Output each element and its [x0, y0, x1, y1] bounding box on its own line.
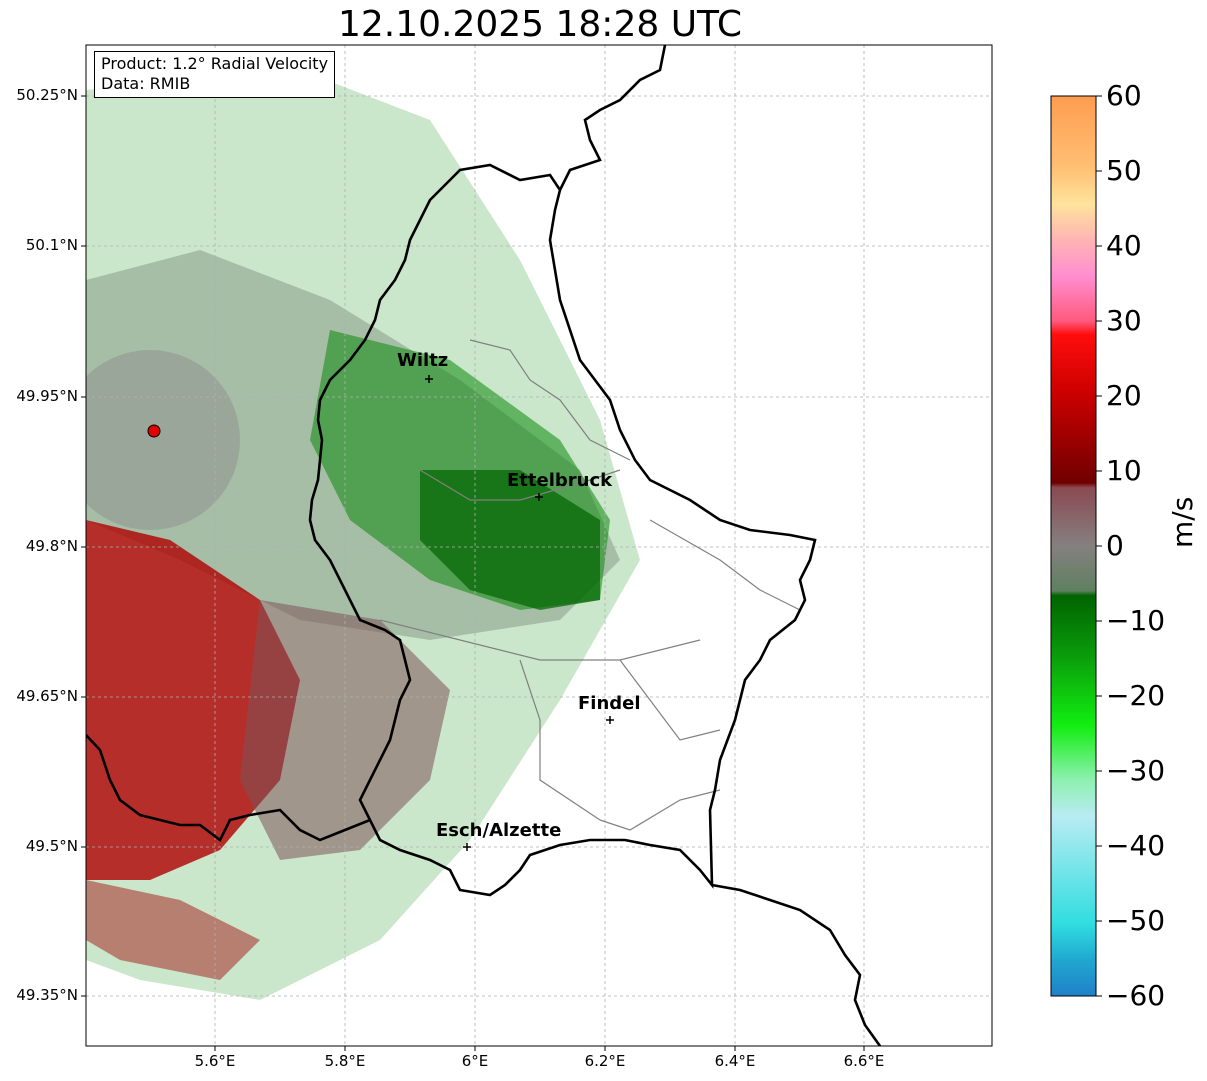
lon-tick-label: 6.2°E: [584, 1052, 626, 1070]
product-info-box: Product: 1.2° Radial Velocity Data: RMIB: [94, 51, 336, 98]
national-border-east: [711, 883, 882, 1046]
colorbar-tick-label: 40: [1106, 229, 1142, 262]
colorbar-unit-label: m/s: [1166, 496, 1199, 548]
product-label: Product: 1.2° Radial Velocity: [101, 54, 329, 73]
map-frame: [85, 44, 993, 1047]
lat-tick-label: 49.65°N: [16, 687, 78, 705]
national-border-west: [86, 734, 371, 842]
city-markers: [425, 375, 614, 851]
lat-tick-label: 49.8°N: [25, 537, 78, 555]
map-title: 12.10.2025 18:28 UTC: [337, 4, 743, 45]
tick-marks: [81, 95, 865, 1051]
colorbar: [1050, 95, 1097, 997]
lon-tick-label: 5.8°E: [324, 1052, 366, 1070]
colorbar-tick-label: 0: [1106, 529, 1124, 562]
colorbar-tick-label: 20: [1106, 379, 1142, 412]
lat-tick-label: 49.95°N: [16, 387, 78, 405]
colorbar-tick-label: −20: [1106, 679, 1166, 712]
canton-borders: [379, 339, 801, 831]
colorbar-tick-label: 30: [1106, 304, 1142, 337]
colorbar-tick-label: 10: [1106, 454, 1142, 487]
colorbar-tick-label: −60: [1106, 979, 1166, 1012]
lat-tick-label: 50.1°N: [25, 236, 78, 254]
city-label-esch: Esch/Alzette: [436, 820, 562, 841]
national-border: [308, 45, 817, 897]
city-label-ettelbruck: Ettelbruck: [507, 470, 613, 491]
lon-tick-label: 6°E: [461, 1052, 489, 1070]
colorbar-tick-label: −30: [1106, 754, 1166, 787]
lon-tick-label: 6.4°E: [714, 1052, 756, 1070]
data-source-label: Data: RMIB: [101, 74, 191, 93]
city-label-wiltz: Wiltz: [397, 350, 449, 371]
colorbar-ticks: [1096, 95, 1102, 997]
colorbar-tick-label: 50: [1106, 154, 1142, 187]
grid-lines: [86, 45, 992, 1046]
radar-site-marker: [147, 424, 161, 438]
city-label-findel: Findel: [578, 693, 641, 714]
colorbar-tick-label: −50: [1106, 904, 1166, 937]
lat-tick-label: 49.35°N: [16, 986, 78, 1004]
lon-tick-label: 6.6°E: [843, 1052, 885, 1070]
colorbar-tick-label: 60: [1106, 79, 1142, 112]
lat-tick-label: 50.25°N: [16, 86, 78, 104]
lat-tick-label: 49.5°N: [25, 837, 78, 855]
colorbar-tick-label: −40: [1106, 829, 1166, 862]
colorbar-tick-label: −10: [1106, 604, 1166, 637]
lon-tick-label: 5.6°E: [194, 1052, 236, 1070]
